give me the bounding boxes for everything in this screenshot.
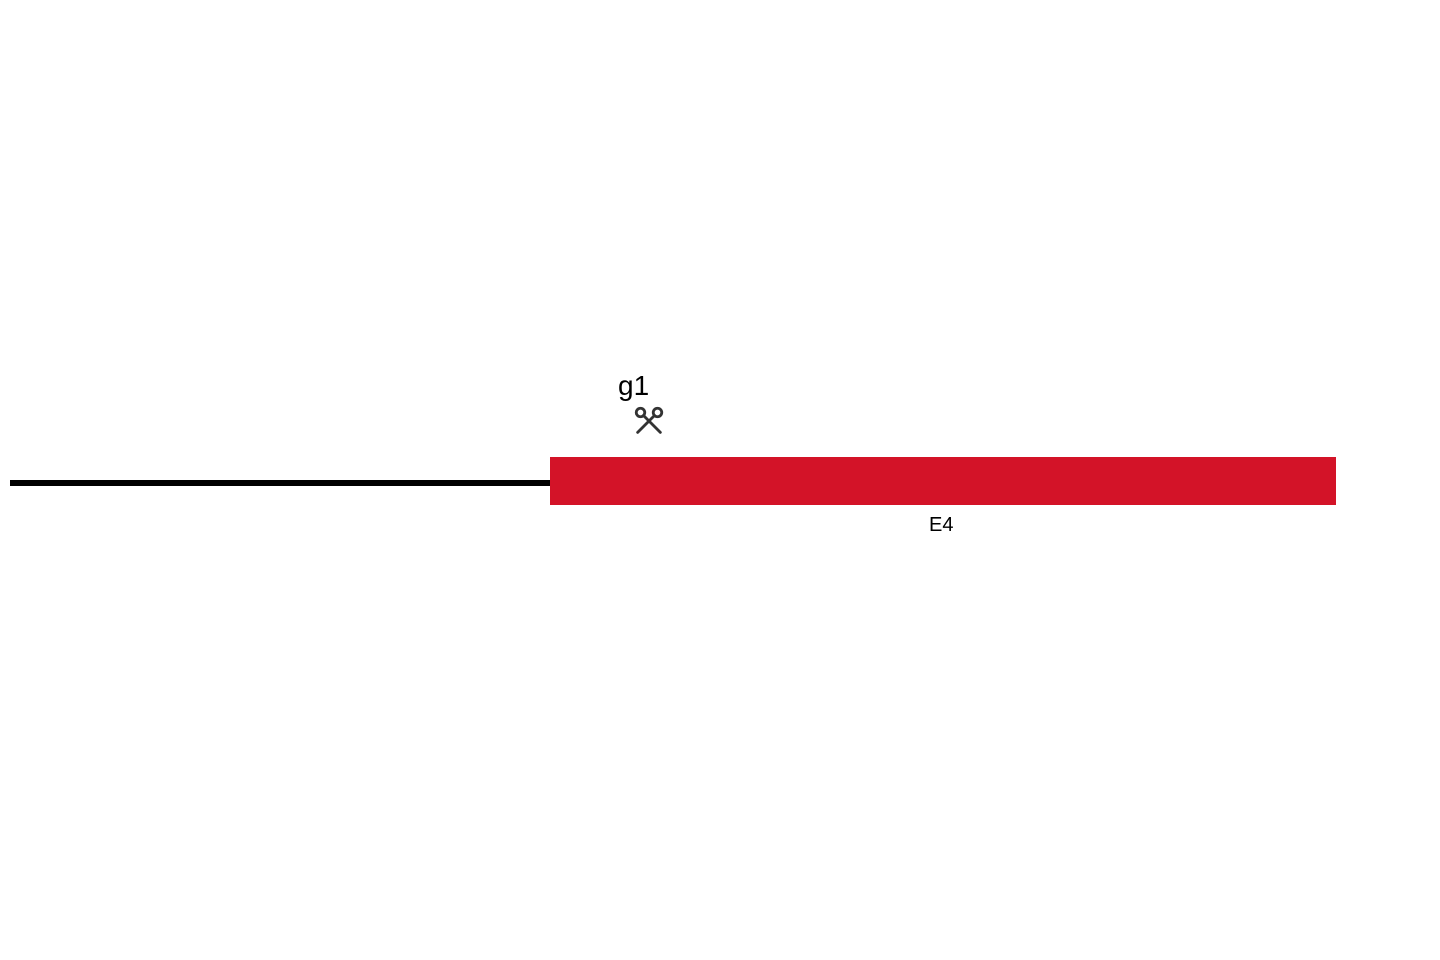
exon-e4-label: E4 (929, 514, 953, 537)
gene-diagram: E4 g1 (0, 0, 1440, 960)
exon-e4-box (550, 457, 1336, 505)
cut-site-label: g1 (618, 370, 649, 402)
intron-line (10, 480, 550, 486)
scissors-icon (632, 404, 666, 443)
